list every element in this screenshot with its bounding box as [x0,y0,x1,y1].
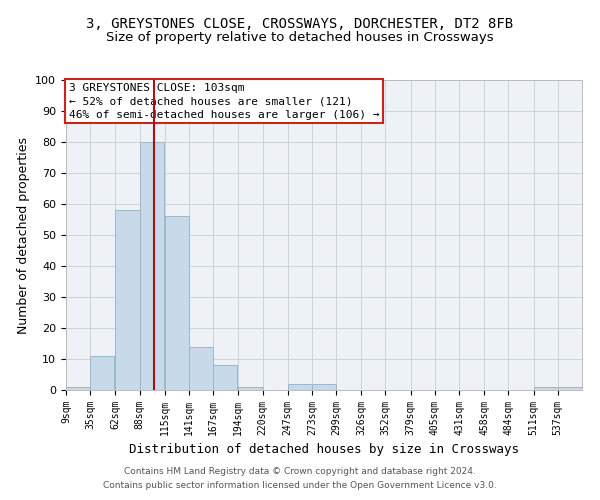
Bar [312,384,336,390]
Text: Contains public sector information licensed under the Open Government Licence v3: Contains public sector information licen… [103,481,497,490]
Text: Size of property relative to detached houses in Crossways: Size of property relative to detached ho… [106,31,494,44]
Bar [165,216,189,390]
Bar [533,387,558,390]
Bar [115,210,140,390]
X-axis label: Distribution of detached houses by size in Crossways: Distribution of detached houses by size … [129,444,519,456]
Bar [189,346,213,390]
Text: 3, GREYSTONES CLOSE, CROSSWAYS, DORCHESTER, DT2 8FB: 3, GREYSTONES CLOSE, CROSSWAYS, DORCHEST… [86,18,514,32]
Bar [238,387,263,390]
Bar [558,387,582,390]
Bar [90,356,115,390]
Bar [287,384,312,390]
Bar [140,142,164,390]
Bar [213,365,238,390]
Y-axis label: Number of detached properties: Number of detached properties [17,136,30,334]
Text: Contains HM Land Registry data © Crown copyright and database right 2024.: Contains HM Land Registry data © Crown c… [124,467,476,476]
Text: 3 GREYSTONES CLOSE: 103sqm
← 52% of detached houses are smaller (121)
46% of sem: 3 GREYSTONES CLOSE: 103sqm ← 52% of deta… [68,83,379,120]
Bar [66,387,90,390]
